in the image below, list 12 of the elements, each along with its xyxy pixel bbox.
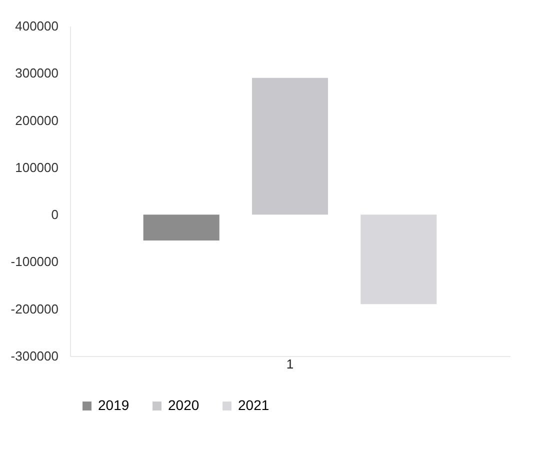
y-tick-label: 300000	[15, 66, 58, 81]
y-tick-label: -300000	[10, 348, 58, 364]
y-tick-label: 0	[51, 207, 58, 222]
legend-label: 2020	[168, 397, 200, 413]
y-tick-label: 100000	[15, 160, 58, 175]
legend-label: 2021	[238, 397, 270, 413]
y-tick-label: 200000	[15, 112, 58, 128]
y-tick-label: -100000	[10, 254, 58, 270]
y-tick-label: -200000	[10, 301, 58, 316]
x-tick-label: 1	[286, 356, 294, 372]
y-tick-label: 400000	[15, 18, 58, 34]
legend-label: 2019	[98, 397, 130, 413]
